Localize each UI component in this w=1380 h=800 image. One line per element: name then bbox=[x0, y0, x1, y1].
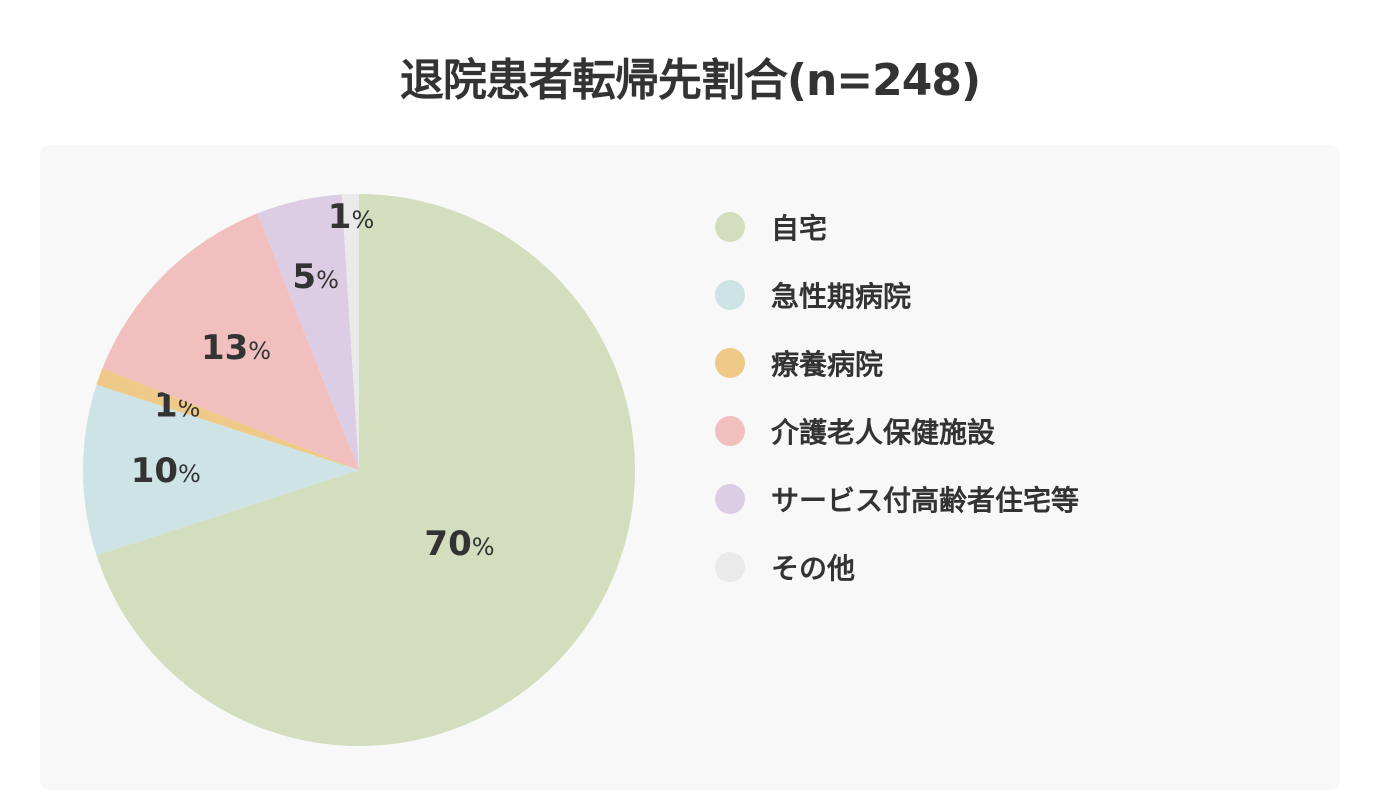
pie-chart: 70%10%1%13%5%1% bbox=[82, 194, 635, 746]
pie-slice-home bbox=[96, 194, 635, 746]
legend-item-care-hospital: 療養病院 bbox=[715, 329, 1079, 397]
legend-item-elderly-housing: サービス付高齢者住宅等 bbox=[715, 465, 1079, 533]
legend-swatch bbox=[715, 212, 745, 242]
legend-label: 自宅 bbox=[771, 212, 828, 245]
pie-slice-other bbox=[341, 194, 359, 470]
legend-label: その他 bbox=[771, 552, 856, 585]
data-label-home: 70% bbox=[424, 524, 494, 564]
legend-item-acute-hospital: 急性期病院 bbox=[715, 261, 1079, 329]
legend-swatch bbox=[715, 280, 745, 310]
pie-slice-care-hospital bbox=[96, 368, 360, 470]
legend-swatch bbox=[715, 484, 745, 514]
legend-item-other: その他 bbox=[715, 533, 1079, 601]
legend: 自宅 急性期病院 療養病院 介護老人保健施設 サービス付高齢者住宅等 その他 bbox=[715, 193, 1079, 601]
pie-slice-elderly-housing bbox=[257, 194, 359, 470]
chart-title: 退院患者転帰先割合(n=248) bbox=[399, 55, 981, 106]
legend-item-home: 自宅 bbox=[715, 193, 1079, 261]
pie-slice-nursing-facility bbox=[102, 213, 360, 470]
legend-label: 急性期病院 bbox=[771, 280, 912, 313]
legend-label: サービス付高齢者住宅等 bbox=[771, 484, 1080, 517]
legend-swatch bbox=[715, 348, 745, 378]
pie-slice-acute-hospital bbox=[82, 384, 359, 556]
legend-swatch bbox=[715, 552, 745, 582]
legend-swatch bbox=[715, 416, 745, 446]
data-label-acute-hospital: 10% bbox=[131, 451, 201, 491]
data-label-nursing-facility: 13% bbox=[201, 328, 271, 368]
legend-label: 介護老人保健施設 bbox=[771, 416, 996, 449]
legend-label: 療養病院 bbox=[771, 348, 884, 381]
data-label-other: 1% bbox=[328, 197, 374, 237]
legend-item-nursing-facility: 介護老人保健施設 bbox=[715, 397, 1079, 465]
data-label-elderly-housing: 5% bbox=[292, 257, 338, 297]
